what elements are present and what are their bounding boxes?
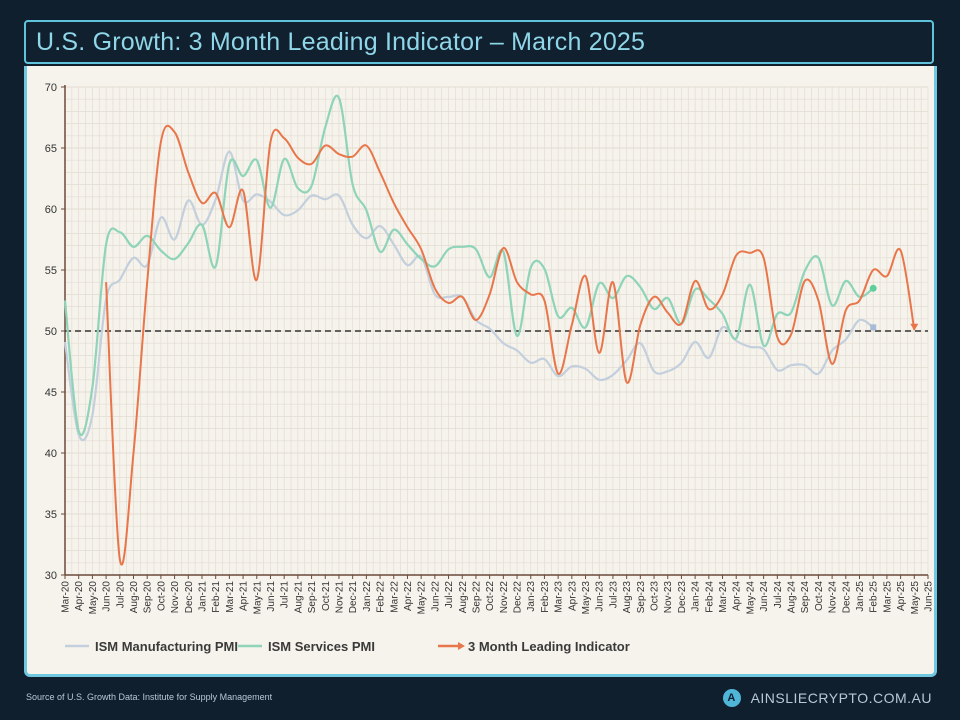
brand-name: AINSLIECRYPTO.COM.AU — [750, 690, 932, 706]
x-tick-label: Jul-22 — [444, 581, 455, 609]
x-tick-label: Oct-24 — [814, 581, 825, 611]
leading-arrowhead — [910, 323, 919, 331]
x-tick-label: May-20 — [88, 581, 99, 615]
legend-label-services: ISM Services PMI — [268, 639, 375, 654]
x-tick-label: Mar-25 — [882, 581, 893, 613]
x-tick-label: Jul-20 — [115, 581, 126, 609]
title-bar: U.S. Growth: 3 Month Leading Indicator –… — [24, 20, 934, 64]
y-tick-label: 30 — [45, 570, 57, 582]
y-tick-label: 70 — [45, 82, 57, 94]
x-tick-label: May-24 — [745, 581, 756, 615]
y-tick-label: 65 — [45, 143, 57, 155]
x-tick-label: Jul-24 — [773, 581, 784, 609]
x-tick-label: Jan-21 — [197, 581, 208, 612]
x-tick-label: Jun-22 — [430, 581, 441, 612]
x-tick-label: Jun-25 — [924, 581, 935, 612]
manufacturing-end-marker — [870, 324, 877, 331]
x-tick-label: Jun-21 — [266, 581, 277, 612]
x-tick-label: Oct-23 — [650, 581, 661, 611]
x-tick-label: Jul-23 — [608, 581, 619, 609]
x-tick-label: Feb-25 — [869, 581, 880, 613]
legend-arrow-icon — [458, 642, 465, 650]
x-tick-label: Oct-22 — [485, 581, 496, 611]
x-tick-label: Mar-21 — [225, 581, 236, 613]
x-tick-label: Jun-23 — [595, 581, 606, 612]
x-tick-label: Dec-23 — [677, 581, 688, 614]
x-tick-label: Aug-20 — [129, 581, 140, 614]
x-tick-label: Jan-24 — [691, 581, 702, 612]
services-end-marker — [869, 284, 877, 292]
x-tick-label: Apr-21 — [239, 581, 250, 611]
y-tick-label: 35 — [45, 509, 57, 521]
x-tick-label: Nov-20 — [170, 581, 181, 614]
x-tick-label: Sep-21 — [307, 581, 318, 614]
x-tick-label: Feb-24 — [704, 581, 715, 613]
x-tick-label: Aug-23 — [622, 581, 633, 614]
x-tick-label: Dec-24 — [841, 581, 852, 614]
x-tick-label: Feb-21 — [211, 581, 222, 613]
source-note: Source of U.S. Growth Data: Institute fo… — [26, 692, 273, 702]
x-tick-label: Oct-20 — [156, 581, 167, 611]
x-tick-label: May-25 — [910, 581, 921, 615]
x-tick-label: Apr-22 — [403, 581, 414, 611]
x-tick-label: Apr-24 — [732, 581, 743, 611]
x-tick-label: Jul-21 — [280, 581, 291, 609]
x-tick-label: Dec-20 — [184, 581, 195, 614]
x-tick-label: Feb-23 — [540, 581, 551, 613]
legend-label-manufacturing: ISM Manufacturing PMI — [95, 639, 238, 654]
x-tick-label: Aug-24 — [787, 581, 798, 614]
x-tick-label: Aug-21 — [293, 581, 304, 614]
x-tick-label: May-22 — [417, 581, 428, 615]
x-tick-label: Nov-23 — [663, 581, 674, 614]
x-tick-label: Mar-23 — [554, 581, 565, 613]
x-tick-label: May-21 — [252, 581, 263, 615]
y-tick-label: 50 — [45, 326, 57, 338]
legend: ISM Manufacturing PMI ISM Services PMI 3 M… — [65, 639, 630, 654]
legend-label-leading: 3 Month Leading Indicator — [468, 639, 630, 654]
x-tick-label: Apr-20 — [74, 581, 85, 611]
x-tick-label: Feb-22 — [376, 581, 387, 613]
x-tick-label: Sep-23 — [636, 581, 647, 614]
x-tick-label: Jun-20 — [102, 581, 113, 612]
x-tick-label: Sep-22 — [471, 581, 482, 614]
brand-logo[interactable]: A AINSLIECRYPTO.COM.AU — [722, 689, 932, 707]
x-tick-label: Aug-22 — [458, 581, 469, 614]
brand-logo-icon: A — [722, 689, 741, 707]
x-tick-label: Nov-24 — [828, 581, 839, 614]
x-tick-label: Sep-24 — [800, 581, 811, 614]
series-line-leading — [105, 124, 916, 566]
page-title: U.S. Growth: 3 Month Leading Indicator –… — [36, 28, 646, 56]
x-tick-label: Apr-25 — [896, 581, 907, 611]
x-tick-label: May-23 — [581, 581, 592, 615]
x-tick-label: Apr-23 — [567, 581, 578, 611]
x-tick-label: Jan-22 — [362, 581, 373, 612]
x-tick-label: Oct-21 — [321, 581, 332, 611]
x-tick-label: Mar-22 — [389, 581, 400, 613]
x-tick-label: Mar-20 — [61, 581, 72, 613]
x-tick-label: Mar-24 — [718, 581, 729, 613]
x-tick-label: Sep-20 — [143, 581, 154, 614]
x-tick-label: Dec-21 — [348, 581, 359, 614]
x-tick-label: Dec-22 — [513, 581, 524, 614]
x-tick-label: Jan-25 — [855, 581, 866, 612]
y-tick-label: 55 — [45, 265, 57, 277]
x-tick-label: Nov-21 — [334, 581, 345, 614]
y-tick-label: 40 — [45, 448, 57, 460]
y-tick-label: 60 — [45, 204, 57, 216]
series-lines — [63, 94, 919, 566]
x-tick-label: Jun-24 — [759, 581, 770, 612]
y-tick-label: 45 — [45, 387, 57, 399]
x-tick-label: Nov-22 — [499, 581, 510, 614]
x-tick-label: Jan-23 — [526, 581, 537, 612]
